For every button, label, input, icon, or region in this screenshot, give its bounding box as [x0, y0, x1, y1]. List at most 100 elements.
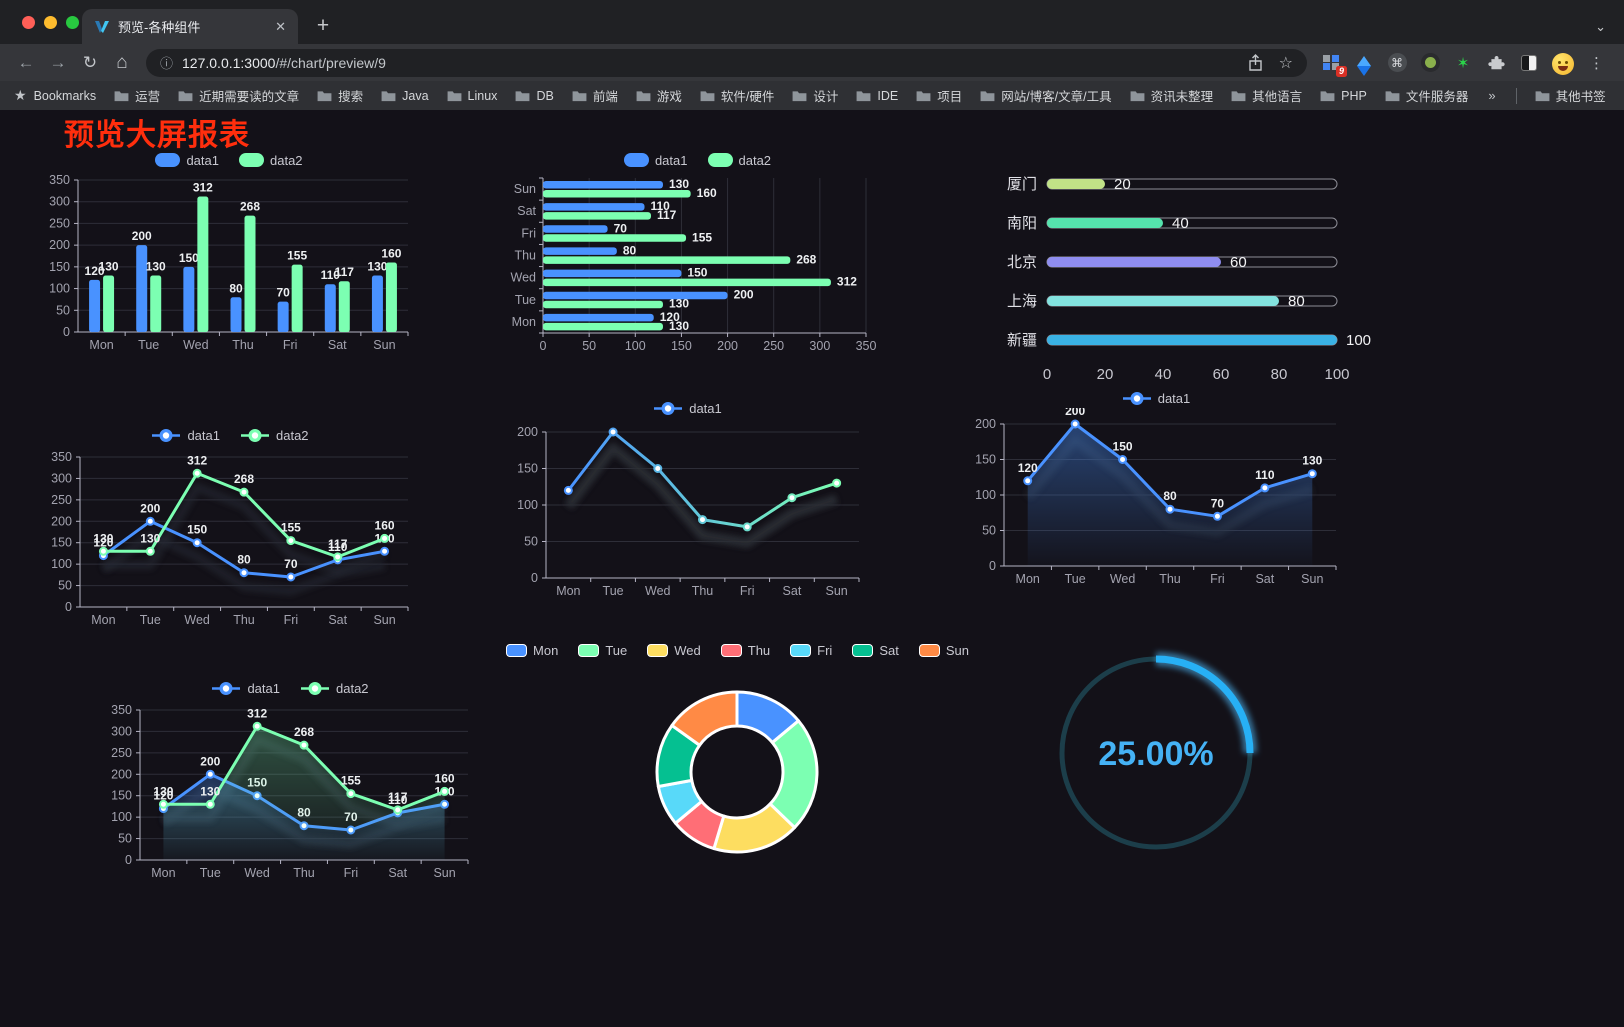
- legend-item[interactable]: data1: [623, 153, 688, 168]
- legend-item[interactable]: Wed: [647, 643, 701, 658]
- legend-item[interactable]: Tue: [578, 643, 627, 658]
- bookmark-folder[interactable]: 网站/博客/文章/工具: [980, 86, 1112, 105]
- forward-button[interactable]: →: [49, 52, 67, 72]
- bookmark-star-icon[interactable]: ☆: [1278, 54, 1293, 72]
- svg-text:0: 0: [1043, 366, 1051, 383]
- bookmark-folder[interactable]: 文件服务器: [1385, 86, 1469, 105]
- chart-canvas: 0 50 100 150 200 Mon Tue Wed Thu Fri Sat Sun 120 200 1…: [975, 408, 1337, 586]
- bookmark-folder-label: 文件服务器: [1405, 90, 1469, 104]
- legend-item[interactable]: data1: [211, 681, 280, 696]
- bookmark-folder[interactable]: Java: [381, 89, 429, 103]
- legend-item[interactable]: Thu: [720, 643, 770, 658]
- url-bar[interactable]: ⓘ 127.0.0.1:3000/#/chart/preview/9 ☆: [146, 48, 1307, 77]
- bookmark-folder[interactable]: 设计: [792, 86, 838, 105]
- legend-item[interactable]: data2: [240, 428, 309, 443]
- svg-text:350: 350: [49, 173, 70, 187]
- extension-dot-icon[interactable]: [1420, 53, 1440, 73]
- bookmark-folder[interactable]: DB: [515, 88, 554, 103]
- svg-text:Wed: Wed: [511, 271, 537, 285]
- chart-legend: data1: [500, 398, 875, 418]
- folder-icon: [381, 90, 396, 101]
- browser-toolbar: ← → ↻ ⌂ ⓘ 127.0.0.1:3000/#/chart/preview…: [0, 44, 1624, 81]
- bookmarks-overflow-button[interactable]: »: [1488, 88, 1496, 103]
- url-actions: ☆: [1248, 53, 1293, 73]
- extension-star-icon[interactable]: ✶: [1456, 54, 1470, 72]
- legend-label: data1: [186, 152, 219, 168]
- profile-avatar[interactable]: [1552, 52, 1574, 75]
- svg-text:110: 110: [388, 793, 408, 807]
- tab-close-icon[interactable]: ✕: [275, 18, 286, 34]
- home-button[interactable]: ⌂: [116, 51, 128, 73]
- other-bookmarks-folder[interactable]: 其他书签: [1535, 86, 1606, 105]
- chart-canvas: 25.00%: [1059, 652, 1257, 850]
- bookmark-folder[interactable]: 搜索: [317, 86, 363, 105]
- bookmark-folder[interactable]: PHP: [1320, 89, 1367, 103]
- minimize-button[interactable]: [44, 16, 57, 29]
- svg-text:0: 0: [531, 571, 538, 585]
- menu-kebab-icon[interactable]: ⋮: [1589, 54, 1604, 72]
- svg-text:312: 312: [247, 706, 267, 720]
- svg-text:20: 20: [1097, 366, 1114, 383]
- site-info-icon[interactable]: ⓘ: [160, 56, 174, 71]
- bookmark-folder[interactable]: 前端: [572, 86, 618, 105]
- bookmark-folder[interactable]: 资讯未整理: [1130, 86, 1213, 105]
- legend-item[interactable]: data2: [239, 153, 303, 168]
- legend-item[interactable]: Fri: [790, 643, 832, 658]
- svg-text:150: 150: [111, 789, 132, 803]
- svg-text:Tue: Tue: [1065, 572, 1086, 586]
- svg-text:100: 100: [1324, 366, 1349, 383]
- back-button[interactable]: ←: [17, 52, 35, 72]
- bookmark-folder-label: 设计: [813, 90, 839, 104]
- new-tab-button[interactable]: +: [316, 14, 330, 37]
- extension-puzzle-icon[interactable]: [1486, 53, 1506, 73]
- extension-grid-icon[interactable]: 9: [1321, 53, 1347, 77]
- bookmark-folder[interactable]: 近期需要读的文章: [178, 86, 299, 105]
- share-icon[interactable]: [1248, 54, 1263, 71]
- browser-tab[interactable]: 预览-各种组件 ✕: [82, 9, 298, 44]
- svg-text:40: 40: [1172, 215, 1189, 232]
- fullscreen-button[interactable]: [66, 16, 79, 29]
- legend-item[interactable]: data2: [707, 153, 771, 168]
- legend-item[interactable]: data2: [300, 681, 369, 696]
- svg-text:350: 350: [111, 703, 132, 717]
- bookmark-folder[interactable]: 游戏: [636, 86, 682, 105]
- bookmark-folder[interactable]: 软件/硬件: [700, 86, 774, 105]
- svg-text:80: 80: [1288, 293, 1305, 310]
- bookmark-folder[interactable]: Linux: [447, 88, 498, 103]
- svg-text:Fri: Fri: [284, 613, 299, 627]
- legend-item[interactable]: Sun: [918, 642, 969, 658]
- legend-item[interactable]: data1: [151, 428, 220, 443]
- legend-item[interactable]: data1: [653, 401, 722, 416]
- page-content: 预览大屏报表 data1 data2 0 50 100 150 200 250 300 350 Mo…: [0, 110, 1624, 1027]
- svg-text:100: 100: [975, 488, 996, 502]
- legend-item[interactable]: data1: [155, 153, 219, 168]
- svg-text:350: 350: [51, 450, 72, 464]
- svg-text:130: 130: [93, 531, 113, 545]
- chart-canvas: 厦门 20 南阳 40 北京 60 上海 80 新疆 100 0 20 40 60 80 100: [1007, 176, 1371, 383]
- svg-text:40: 40: [1155, 366, 1172, 383]
- bookmarks-root[interactable]: ★ Bookmarks: [14, 87, 96, 104]
- legend-item[interactable]: Mon: [506, 643, 558, 658]
- url-text: 127.0.0.1:3000/#/chart/preview/9: [182, 55, 386, 71]
- bookmark-folder[interactable]: 其他语言: [1231, 86, 1302, 105]
- extension-contrast-icon[interactable]: [1519, 53, 1539, 73]
- tab-search-chevron-icon[interactable]: ⌄: [1595, 19, 1606, 34]
- extension-command-icon[interactable]: ⌘: [1387, 53, 1407, 73]
- bookmark-folder[interactable]: 运营: [114, 86, 160, 105]
- legend-label: data1: [1157, 390, 1191, 406]
- svg-text:120: 120: [93, 536, 113, 550]
- extension-gem-icon[interactable]: [1354, 53, 1374, 76]
- bookmark-folder[interactable]: 项目: [916, 86, 962, 105]
- close-button[interactable]: [22, 16, 35, 29]
- bookmark-folder-label: DB: [536, 88, 554, 103]
- bookmark-folder[interactable]: IDE: [856, 89, 898, 103]
- reload-button[interactable]: ↻: [82, 52, 98, 72]
- svg-text:Mon: Mon: [151, 866, 175, 880]
- bookmark-folder-label: Linux: [467, 88, 498, 103]
- legend-label: Sun: [945, 642, 969, 658]
- svg-text:新疆: 新疆: [1007, 332, 1037, 349]
- chart-two-series-area: data1 data2 0 50 100 150 200 250 300 350 Mon Tue Wed…: [100, 678, 480, 890]
- legend-item[interactable]: data1: [1122, 390, 1191, 406]
- legend-item[interactable]: Sat: [852, 643, 899, 658]
- folder-icon: [1231, 90, 1246, 101]
